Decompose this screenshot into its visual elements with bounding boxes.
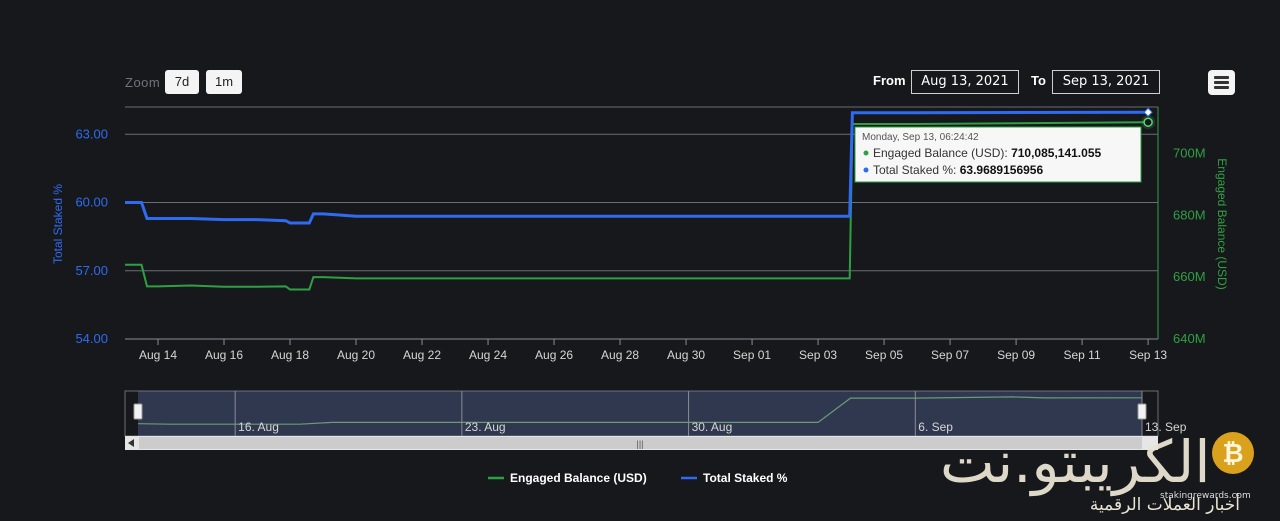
tooltip-row-name: Engaged Balance (USD): 710,085,141.055 bbox=[873, 146, 1101, 160]
x-tick-label: Aug 22 bbox=[403, 348, 441, 362]
scrollbar-thumb[interactable] bbox=[139, 437, 1142, 449]
watermark-title: الكريبتو.نت bbox=[940, 428, 1211, 496]
y-right-tick-label: 680M bbox=[1173, 207, 1206, 222]
zoom-1m-button[interactable]: 1m bbox=[206, 70, 242, 94]
to-date-input[interactable]: Sep 13, 2021 bbox=[1052, 70, 1160, 94]
tooltip-title: Monday, Sep 13, 06:24:42 bbox=[862, 132, 979, 143]
to-label: To bbox=[1031, 73, 1046, 88]
y-left-tick-label: 54.00 bbox=[75, 331, 108, 346]
from-label: From bbox=[873, 73, 906, 88]
series-line-total-staked bbox=[125, 110, 1149, 225]
tooltip-row-name: Total Staked %: 63.9689156956 bbox=[873, 163, 1043, 177]
from-date-input[interactable]: Aug 13, 2021 bbox=[911, 70, 1019, 94]
x-tick-label: Sep 07 bbox=[931, 348, 969, 362]
x-tick-label: Sep 09 bbox=[997, 348, 1035, 362]
navigator-label: 16. Aug bbox=[238, 420, 279, 434]
tooltip-row-value: 63.9689156956 bbox=[960, 163, 1044, 177]
bitcoin-logo: ₿ bbox=[1212, 432, 1254, 474]
scrollbar-grip-icon: ||| bbox=[636, 439, 643, 449]
x-tick-label: Aug 14 bbox=[139, 348, 177, 362]
hover-point-engaged bbox=[1143, 117, 1153, 127]
x-tick-label: Aug 18 bbox=[271, 348, 309, 362]
x-tick-label: Aug 26 bbox=[535, 348, 573, 362]
navigator-label: 6. Sep bbox=[918, 420, 953, 434]
y-right-tick-label: 660M bbox=[1173, 269, 1206, 284]
watermark-subtitle: أخبار العملات الرقمية bbox=[1089, 495, 1240, 515]
navigator-label: 30. Aug bbox=[692, 420, 733, 434]
y-right-tick-label: 640M bbox=[1173, 331, 1206, 346]
zoom-7d-button[interactable]: 7d bbox=[165, 70, 199, 94]
legend-item[interactable]: Engaged Balance (USD) bbox=[510, 471, 647, 485]
y-left-tick-label: 57.00 bbox=[75, 263, 108, 278]
watermark-url: stakingrewards.com bbox=[1160, 491, 1251, 501]
x-tick-label: Aug 16 bbox=[205, 348, 243, 362]
x-tick-label: Sep 05 bbox=[865, 348, 903, 362]
y-left-tick-label: 63.00 bbox=[75, 126, 108, 141]
x-tick-label: Aug 30 bbox=[667, 348, 705, 362]
x-tick-label: Sep 13 bbox=[1129, 348, 1167, 362]
navigator-label: 23. Aug bbox=[465, 420, 506, 434]
x-tick-label: Sep 11 bbox=[1064, 348, 1101, 362]
hamburger-menu-icon[interactable] bbox=[1208, 70, 1235, 95]
navigator-box bbox=[124, 390, 1159, 437]
y-right-axis-title: Engaged Balance (USD) bbox=[1215, 158, 1229, 289]
y-left-tick-label: 60.00 bbox=[75, 195, 108, 210]
hover-point-total-staked bbox=[1143, 107, 1153, 117]
x-tick-label: Aug 24 bbox=[469, 348, 507, 362]
y-left-axis-title: Total Staked % bbox=[51, 184, 65, 264]
navigator-label: 13. Sep bbox=[1145, 420, 1187, 434]
series-line-engaged-balance bbox=[125, 121, 1149, 291]
zoom-label: Zoom bbox=[125, 75, 161, 90]
tooltip-bullet bbox=[863, 167, 869, 173]
x-tick-label: Sep 01 bbox=[733, 348, 771, 362]
tooltip-box bbox=[854, 126, 1142, 183]
tooltip-row-value: 710,085,141.055 bbox=[1011, 146, 1101, 160]
x-tick-label: Aug 20 bbox=[337, 348, 375, 362]
x-tick-label: Sep 03 bbox=[799, 348, 837, 362]
navigator-right-handle[interactable] bbox=[1137, 403, 1147, 420]
navigator-left-handle[interactable] bbox=[133, 403, 143, 420]
y-right-tick-label: 700M bbox=[1173, 145, 1206, 160]
navigator-selection bbox=[138, 391, 1142, 436]
x-tick-label: Aug 28 bbox=[601, 348, 639, 362]
tooltip-bullet bbox=[863, 150, 869, 156]
scroll-left-arrow-icon[interactable] bbox=[128, 439, 134, 447]
legend-item[interactable]: Total Staked % bbox=[703, 471, 788, 485]
